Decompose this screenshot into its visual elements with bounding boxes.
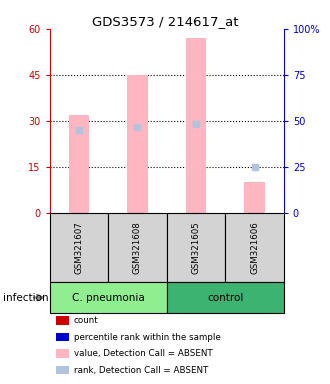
- Text: infection: infection: [3, 293, 49, 303]
- Text: GDS3573 / 214617_at: GDS3573 / 214617_at: [92, 15, 238, 28]
- Bar: [225, 213, 284, 282]
- Bar: [186, 38, 206, 213]
- Text: percentile rank within the sample: percentile rank within the sample: [74, 333, 220, 342]
- Bar: [50, 213, 108, 282]
- Bar: [167, 213, 225, 282]
- Text: GSM321608: GSM321608: [133, 221, 142, 274]
- Bar: [108, 213, 167, 282]
- Text: rank, Detection Call = ABSENT: rank, Detection Call = ABSENT: [74, 366, 208, 375]
- Bar: [244, 182, 265, 213]
- Bar: [127, 75, 148, 213]
- Bar: [69, 115, 89, 213]
- Text: control: control: [207, 293, 244, 303]
- Bar: [50, 282, 167, 313]
- Text: GSM321605: GSM321605: [191, 221, 200, 274]
- Text: count: count: [74, 316, 98, 325]
- Text: GSM321607: GSM321607: [74, 221, 83, 274]
- Text: value, Detection Call = ABSENT: value, Detection Call = ABSENT: [74, 349, 212, 358]
- Bar: [167, 282, 284, 313]
- Text: C. pneumonia: C. pneumonia: [72, 293, 145, 303]
- Text: GSM321606: GSM321606: [250, 221, 259, 274]
